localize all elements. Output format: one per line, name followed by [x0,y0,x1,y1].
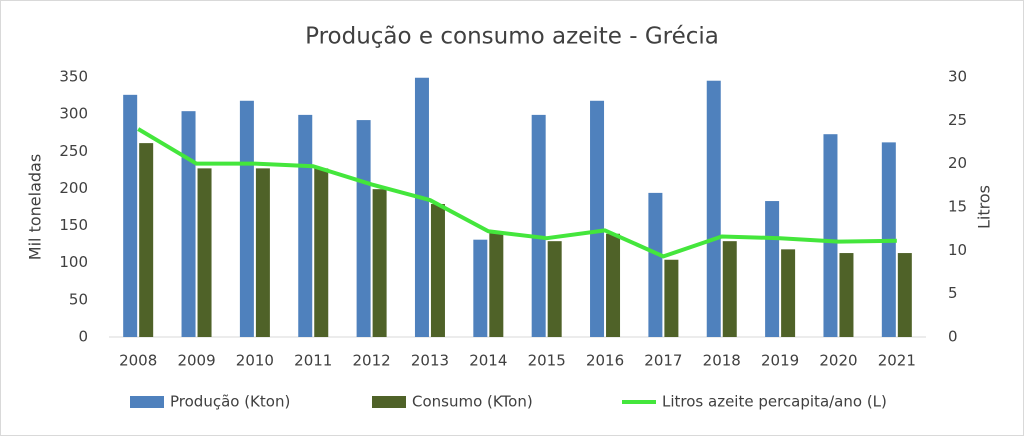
y-tick-label: 250 [59,142,88,160]
y-tick-label: 50 [69,290,88,308]
y-tick-label: 200 [59,179,88,197]
y2-tick-label: 5 [948,284,958,302]
y2-tick-label: 0 [948,328,958,346]
legend-swatch [372,396,406,408]
y-tick-label: 350 [59,68,88,86]
chart-title: Produção e consumo azeite - Grécia [305,24,719,50]
bar [664,259,679,337]
y2-tick-label: 15 [948,198,967,216]
bar [139,143,154,337]
bar [356,120,371,337]
x-tick-label: 2021 [878,352,916,370]
y-tick-label: 100 [59,253,88,271]
bar [823,134,838,337]
line [137,127,897,259]
bar [473,239,488,337]
y2-tick-label: 10 [948,241,967,259]
bar [897,253,912,337]
bar [239,100,254,338]
bar [298,114,313,337]
x-tick-label: 2013 [411,352,449,370]
bar [197,168,212,337]
legend-label: Litros azeite percapita/ano (L) [662,393,887,411]
bar [706,80,721,337]
x-tick-label: 2019 [761,352,799,370]
bar [781,249,796,337]
bar [606,233,621,337]
bar [414,77,429,337]
x-tick-label: 2008 [119,352,157,370]
bar [255,168,270,337]
y-tick-label: 150 [59,216,88,234]
x-tick-label: 2020 [819,352,857,370]
bar [531,114,546,337]
legend-label: Consumo (KTon) [412,393,533,411]
x-tick-label: 2009 [177,352,215,370]
y2-tick-label: 30 [948,68,967,86]
legend-swatch [130,396,164,408]
bar [765,201,780,337]
bar [547,241,562,337]
x-tick-label: 2015 [528,352,566,370]
legend-label: Produção (Kton) [170,393,290,411]
y-tick-label: 300 [59,105,88,123]
x-tick-label: 2016 [586,352,624,370]
bar [839,253,854,337]
y2-axis-label: Litros [975,185,994,229]
bar [722,241,737,337]
x-tick-label: 2012 [353,352,391,370]
y-axis-label: Mil toneladas [26,154,45,260]
bar [123,94,138,337]
bar [430,204,445,337]
x-tick-label: 2011 [294,352,332,370]
bar [648,192,663,337]
x-tick-label: 2010 [236,352,274,370]
x-tick-label: 2018 [703,352,741,370]
bar [314,168,329,337]
bar [590,100,605,338]
x-tick-label: 2017 [644,352,682,370]
y-tick-label: 0 [78,328,88,346]
y2-tick-label: 25 [948,111,967,129]
y2-tick-label: 20 [948,154,967,172]
bar [181,111,196,338]
bar [489,233,504,337]
x-tick-label: 2014 [469,352,507,370]
bar [372,189,387,337]
